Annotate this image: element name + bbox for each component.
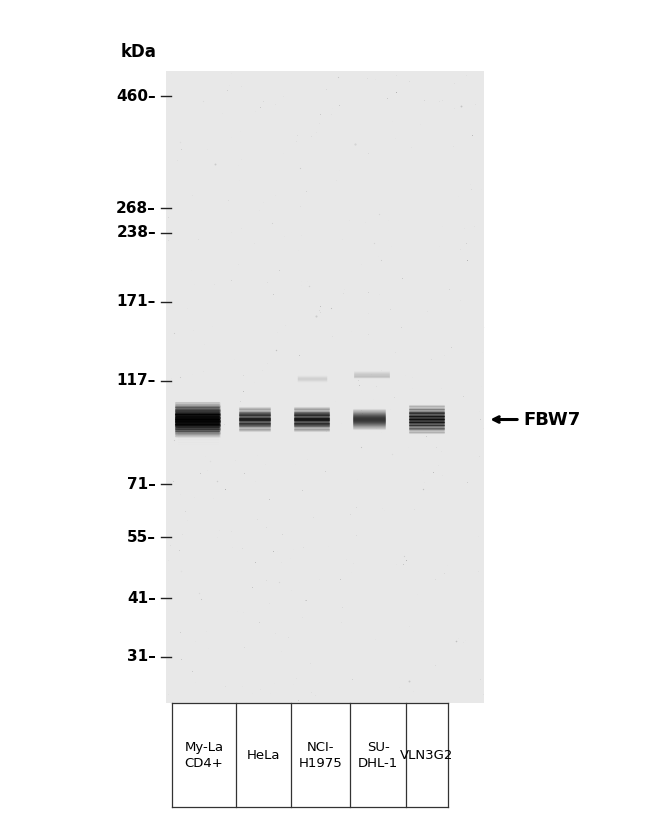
Text: My-La
CD4+: My-La CD4+ bbox=[185, 740, 224, 770]
Text: 268–: 268– bbox=[116, 201, 156, 215]
Text: 117–: 117– bbox=[116, 373, 156, 388]
Text: VLN3G2: VLN3G2 bbox=[400, 749, 454, 761]
Text: HeLa: HeLa bbox=[247, 749, 280, 761]
Text: FBW7: FBW7 bbox=[523, 410, 580, 428]
Text: 71–: 71– bbox=[127, 477, 156, 492]
Text: 55–: 55– bbox=[127, 530, 156, 545]
Text: SU-
DHL-1: SU- DHL-1 bbox=[358, 740, 398, 770]
Text: NCI-
H1975: NCI- H1975 bbox=[299, 740, 343, 770]
Text: 171–: 171– bbox=[116, 295, 156, 310]
Text: 31–: 31– bbox=[127, 649, 156, 664]
Bar bbox=[166, 71, 484, 703]
Text: 460–: 460– bbox=[116, 88, 156, 103]
Text: kDa: kDa bbox=[120, 42, 156, 61]
Text: 238–: 238– bbox=[116, 225, 156, 240]
Text: 41–: 41– bbox=[127, 591, 156, 606]
